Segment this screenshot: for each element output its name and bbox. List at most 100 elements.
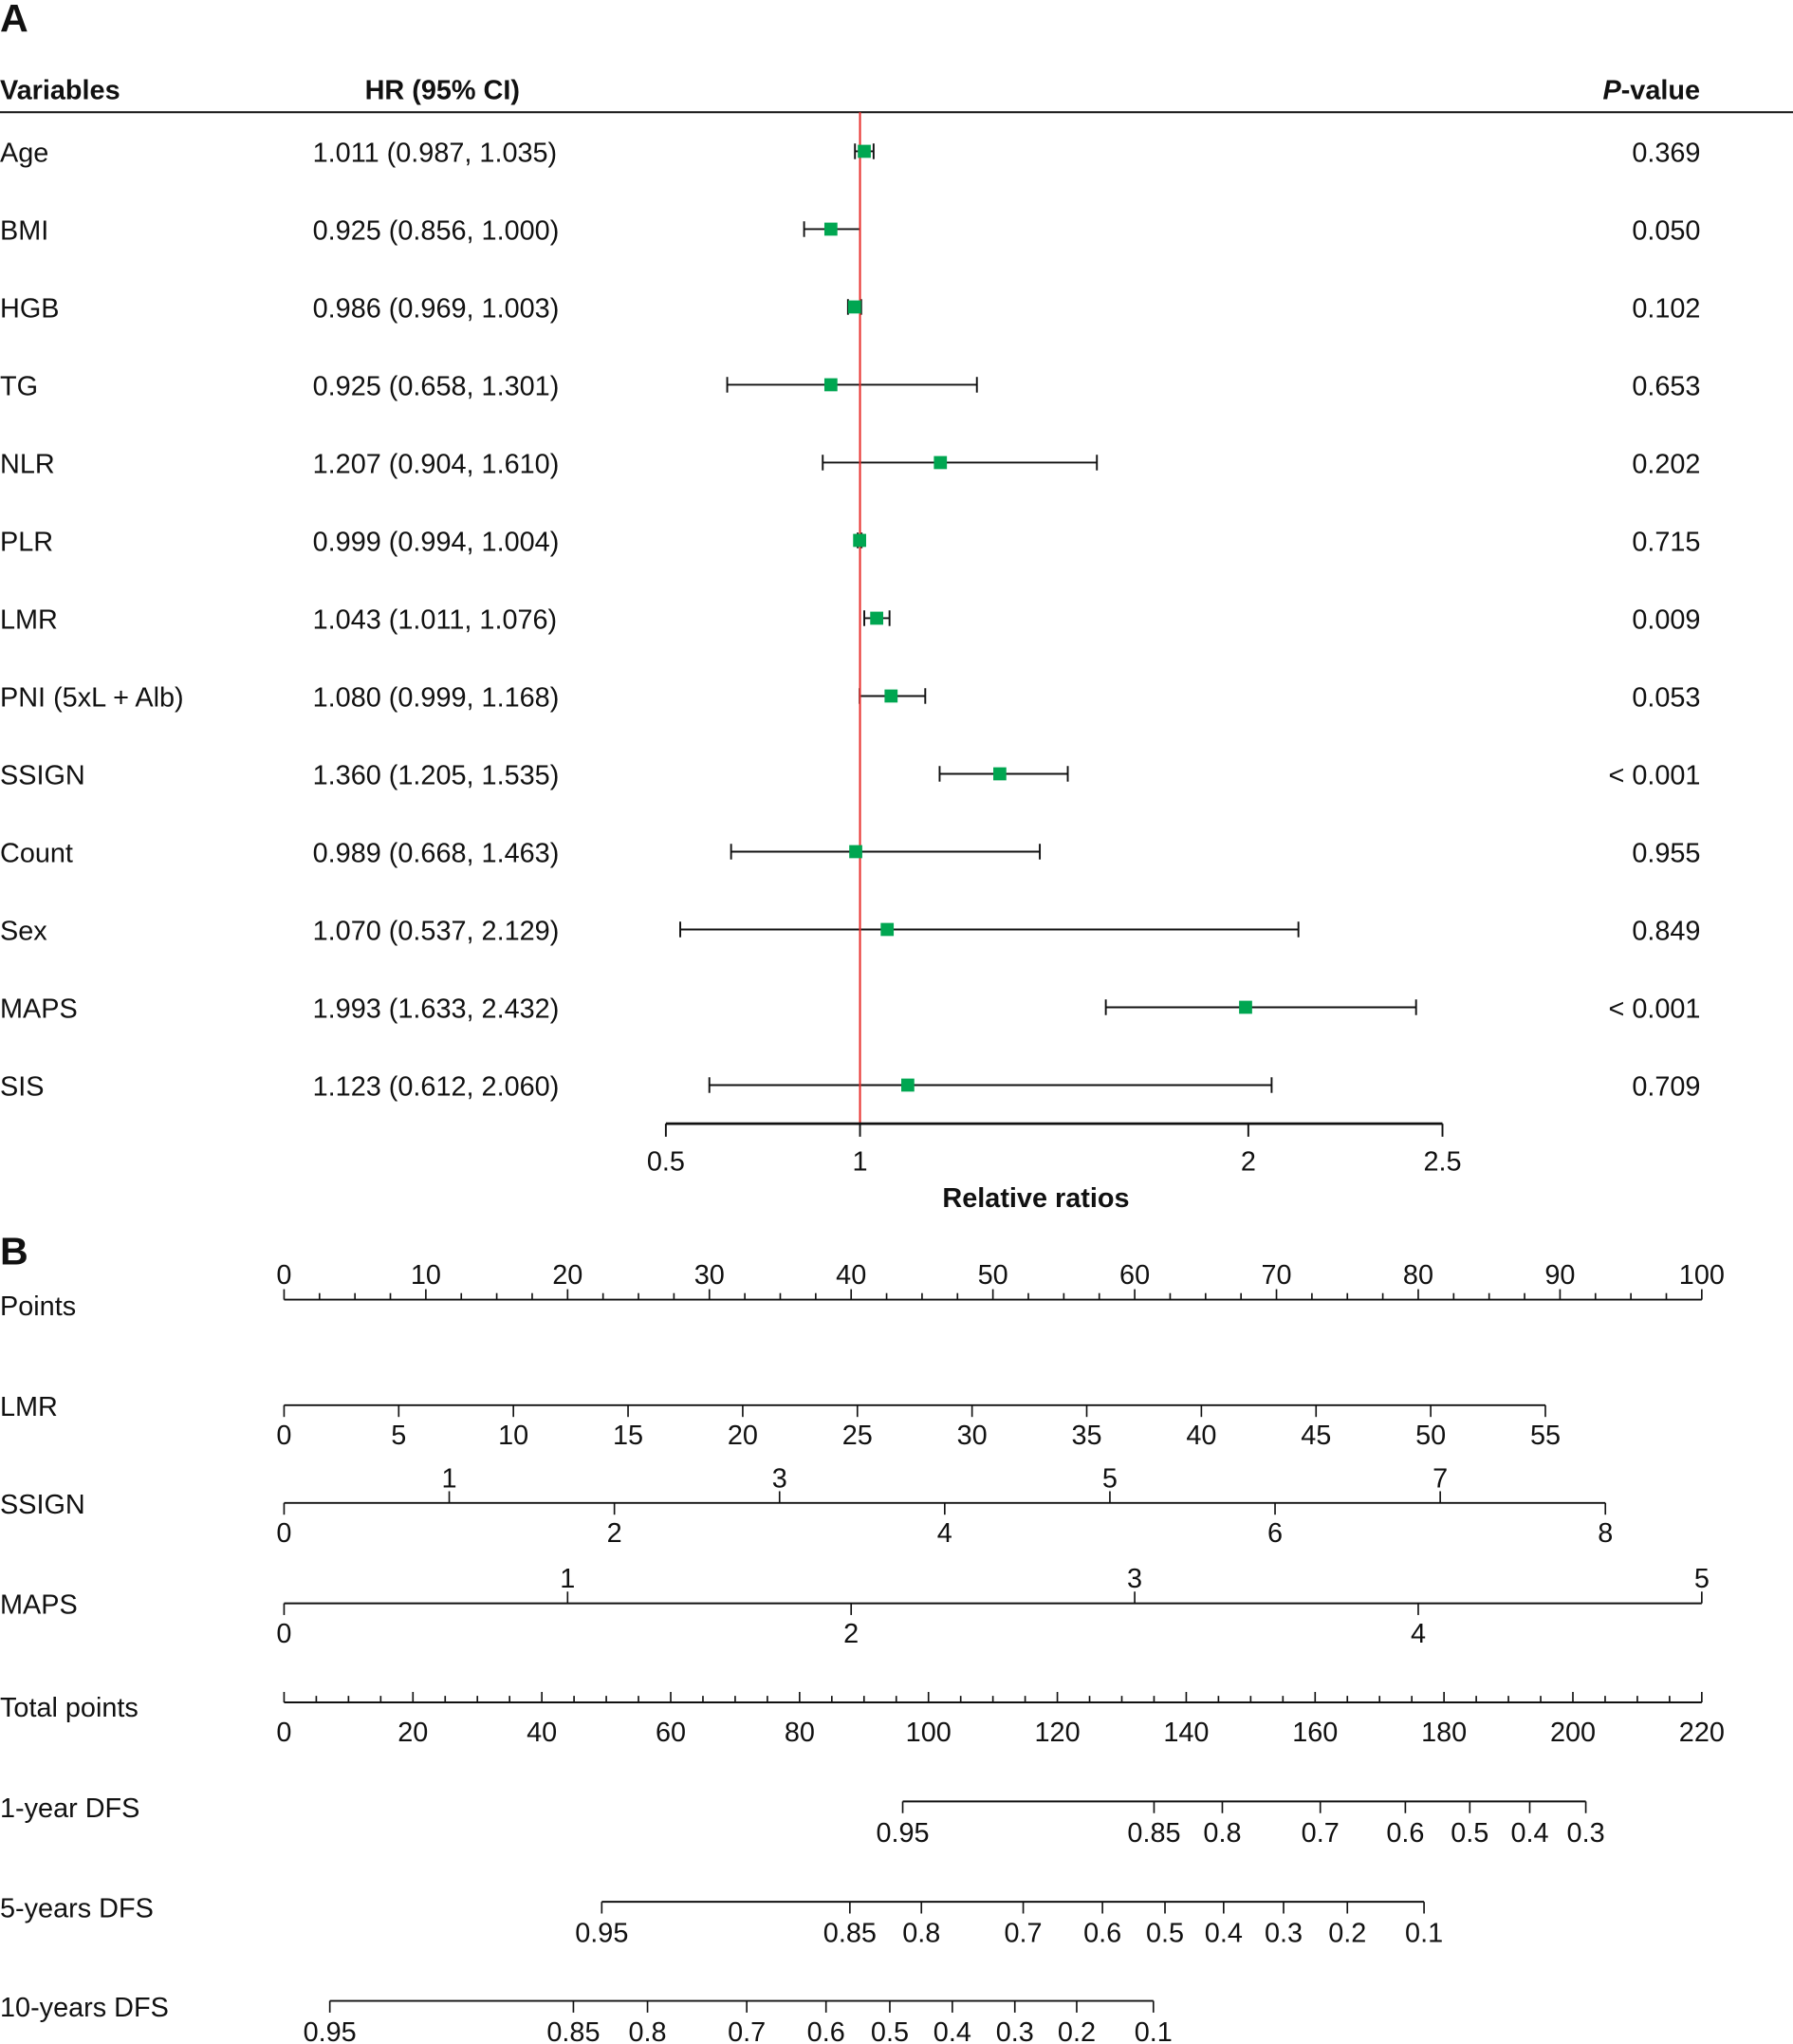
total-points-tick-label: 20	[397, 1718, 428, 1748]
total-points-tick-label: 180	[1421, 1718, 1467, 1748]
points-tick-label: 50	[978, 1260, 1008, 1291]
variable-tick-label: 5	[1694, 1564, 1710, 1594]
header-p-value: P-value	[1602, 76, 1700, 106]
row-variable-label: PNI (5xL + Alb)	[0, 682, 184, 713]
points-tick-label: 60	[1119, 1260, 1150, 1291]
outcome-tick-label: 0.2	[1058, 2017, 1096, 2044]
variable-tick-label: 30	[957, 1421, 988, 1451]
variable-tick-label: 35	[1071, 1421, 1101, 1451]
outcome-tick-label: 0.4	[1510, 1818, 1548, 1849]
header-p-italic: P	[1602, 76, 1621, 106]
outcome-tick-label: 0.95	[876, 1818, 929, 1849]
variable-tick-label: 0	[276, 1421, 291, 1451]
outcome-tick-label: 0.5	[1451, 1818, 1488, 1849]
row-p-value: < 0.001	[1608, 994, 1700, 1024]
variable-row-label: LMR	[0, 1392, 58, 1422]
variable-tick-label: 2	[843, 1619, 859, 1649]
variable-tick-label: 8	[1598, 1518, 1613, 1549]
row-p-value: 0.202	[1632, 449, 1700, 479]
row-hr-ci: 1.207 (0.904, 1.610)	[313, 449, 560, 479]
outcome-tick-label: 0.5	[1146, 1919, 1184, 1949]
hr-point	[933, 455, 948, 470]
points-row-label: Points	[0, 1291, 76, 1322]
row-variable-label: PLR	[0, 527, 53, 557]
x-tick-label: 2	[1241, 1147, 1256, 1178]
points-tick-label: 30	[694, 1260, 725, 1291]
hr-point	[823, 222, 838, 236]
hr-point	[993, 767, 1007, 781]
row-hr-ci: 1.070 (0.537, 2.129)	[313, 916, 560, 946]
row-variable-label: HGB	[0, 293, 59, 324]
hr-point	[870, 611, 884, 625]
outcome-tick-label: 0.6	[1386, 1818, 1424, 1849]
x-tick-label: 1	[853, 1147, 868, 1178]
total-points-row-label: Total points	[0, 1693, 139, 1723]
row-variable-label: SSIGN	[0, 760, 85, 790]
variable-tick-label: 55	[1530, 1421, 1561, 1451]
variable-tick-label: 4	[1411, 1619, 1426, 1649]
row-p-value: 0.849	[1632, 916, 1700, 946]
outcome-tick-label: 0.2	[1328, 1919, 1366, 1949]
outcome-tick-label: 0.95	[575, 1919, 628, 1949]
outcome-tick-label: 0.7	[728, 2017, 766, 2044]
points-tick-label: 0	[276, 1260, 291, 1291]
points-tick-label: 10	[411, 1260, 441, 1291]
total-points-tick-label: 80	[785, 1718, 815, 1748]
outcome-tick-label: 0.7	[1005, 1919, 1043, 1949]
hr-point	[847, 300, 861, 314]
total-points-tick-label: 40	[527, 1718, 557, 1748]
outcome-tick-label: 0.3	[996, 2017, 1034, 2044]
outcome-row-label: 5-years DFS	[0, 1894, 154, 1924]
total-points-tick-label: 120	[1035, 1718, 1081, 1748]
hr-point	[1239, 1000, 1252, 1014]
row-hr-ci: 1.360 (1.205, 1.535)	[313, 760, 560, 790]
variable-row-label: SSIGN	[0, 1490, 85, 1520]
row-p-value: 0.009	[1632, 604, 1700, 635]
outcome-tick-label: 0.85	[1127, 1818, 1180, 1849]
outcome-tick-label: 0.3	[1265, 1919, 1303, 1949]
outcome-tick-label: 0.8	[1203, 1818, 1241, 1849]
variable-tick-label: 3	[772, 1463, 787, 1494]
row-variable-label: Age	[0, 138, 48, 168]
row-p-value: 0.369	[1632, 138, 1700, 168]
variable-tick-label: 0	[276, 1619, 291, 1649]
points-tick-label: 40	[836, 1260, 866, 1291]
total-points-tick-label: 220	[1679, 1718, 1725, 1748]
panel-label-a: A	[0, 0, 28, 40]
variable-tick-label: 1	[442, 1463, 457, 1494]
outcome-row-label: 10-years DFS	[0, 1993, 169, 2023]
row-hr-ci: 0.999 (0.994, 1.004)	[313, 527, 560, 557]
row-variable-label: Count	[0, 838, 73, 868]
points-tick-label: 90	[1544, 1260, 1575, 1291]
row-hr-ci: 1.993 (1.633, 2.432)	[313, 994, 560, 1024]
hr-point	[858, 144, 871, 158]
row-p-value: 0.053	[1632, 682, 1700, 713]
hr-point	[849, 845, 862, 859]
variable-row-label: MAPS	[0, 1590, 78, 1621]
outcome-tick-label: 0.8	[629, 2017, 667, 2044]
outcome-tick-label: 0.8	[902, 1919, 940, 1949]
hr-point	[884, 689, 898, 703]
hr-point	[880, 922, 895, 937]
row-variable-label: TG	[0, 371, 38, 401]
total-points-tick-label: 100	[906, 1718, 952, 1748]
outcome-tick-label: 0.6	[1083, 1919, 1121, 1949]
row-variable-label: Sex	[0, 916, 47, 946]
variable-tick-label: 15	[613, 1421, 643, 1451]
row-hr-ci: 1.043 (1.011, 1.076)	[313, 604, 558, 635]
row-variable-label: MAPS	[0, 994, 78, 1024]
row-p-value: < 0.001	[1608, 760, 1700, 790]
panel-label-b: B	[0, 1229, 28, 1273]
variable-tick-label: 0	[276, 1518, 291, 1549]
variable-tick-label: 20	[728, 1421, 758, 1451]
row-p-value: 0.653	[1632, 371, 1700, 401]
total-points-tick-label: 60	[656, 1718, 686, 1748]
outcome-tick-label: 0.1	[1135, 2017, 1173, 2044]
outcome-tick-label: 0.4	[933, 2017, 971, 2044]
outcome-tick-label: 0.95	[304, 2017, 357, 2044]
hr-point	[823, 378, 838, 392]
variable-tick-label: 5	[1102, 1463, 1118, 1494]
outcome-row-label: 1-year DFS	[0, 1793, 139, 1824]
